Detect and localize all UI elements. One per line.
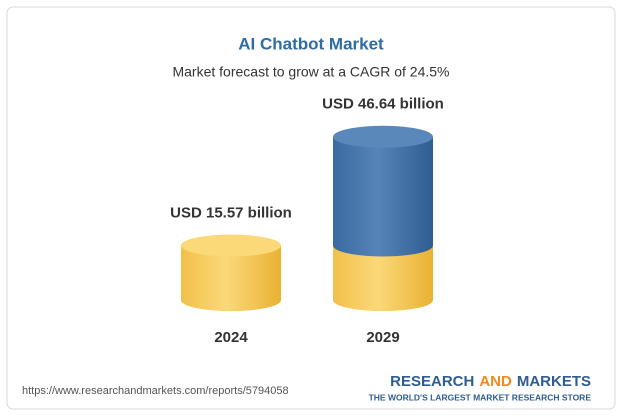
brand-word: MARKETS bbox=[517, 373, 591, 390]
brand-word: RESEARCH bbox=[390, 373, 474, 390]
cylinder-top bbox=[181, 234, 281, 257]
value-label: USD 46.64 billion bbox=[322, 96, 444, 113]
brand-name: RESEARCH AND MARKETS bbox=[390, 373, 591, 390]
cylinder-bottom-edge bbox=[333, 234, 433, 257]
frame bbox=[6, 6, 616, 410]
cylinder-top bbox=[333, 125, 433, 148]
cylinder-body bbox=[333, 136, 433, 246]
brand-tagline: THE WORLD'S LARGEST MARKET RESEARCH STOR… bbox=[369, 392, 592, 402]
cylinder-bottom-edge bbox=[181, 289, 281, 311]
chart-subtitle: Market forecast to grow at a CAGR of 24.… bbox=[172, 64, 449, 80]
chart-title: AI Chatbot Market bbox=[238, 34, 384, 53]
source-url: https://www.researchandmarkets.com/repor… bbox=[22, 385, 289, 397]
category-label: 2024 bbox=[214, 329, 248, 346]
brand-word: AND bbox=[479, 373, 512, 390]
value-label: USD 15.57 billion bbox=[170, 204, 292, 221]
category-label: 2029 bbox=[366, 329, 399, 346]
cylinder-bottom-edge bbox=[333, 289, 433, 311]
